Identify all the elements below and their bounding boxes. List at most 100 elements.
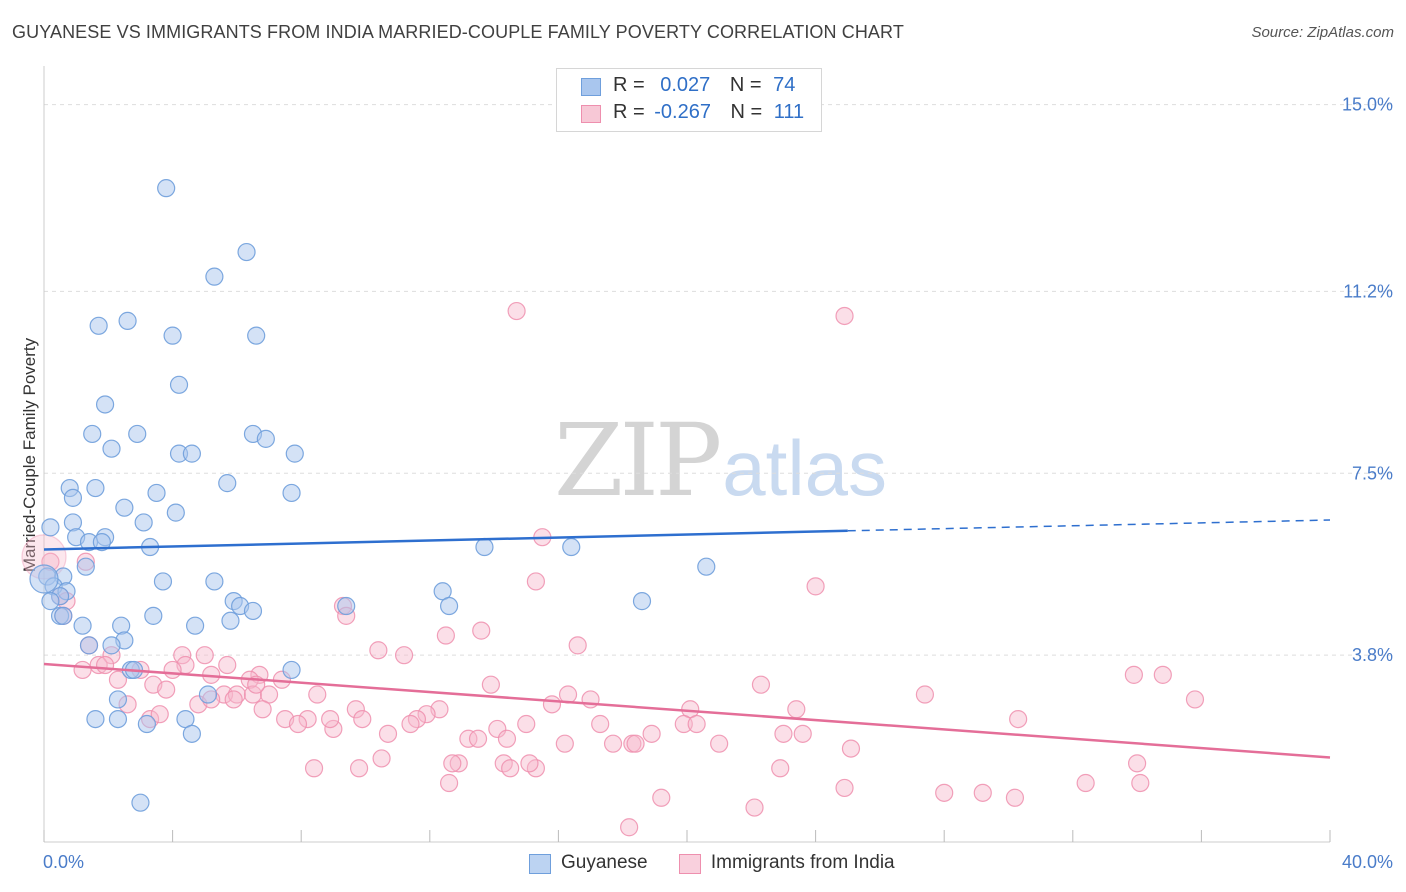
india-point <box>243 685 263 704</box>
india-point <box>372 749 391 768</box>
india-point <box>710 734 729 753</box>
r-label: R = <box>613 101 645 123</box>
india-point <box>349 759 369 778</box>
india-point <box>253 700 272 719</box>
guyanese-swatch <box>581 78 601 96</box>
guyanese-point <box>632 592 652 611</box>
y-tick-label: 7.5% <box>1352 463 1393 483</box>
guyanese-point <box>73 616 92 635</box>
r-label: R = <box>613 74 645 96</box>
guyanese-point <box>186 616 205 635</box>
india-point <box>774 724 793 743</box>
india-point <box>394 646 414 665</box>
guyanese-point <box>112 616 131 635</box>
guyanese-point <box>63 513 83 532</box>
guyanese-point <box>86 709 105 729</box>
guyanese-point <box>205 572 224 591</box>
guyanese-point <box>157 179 176 198</box>
r-value: -0.267 <box>654 101 711 123</box>
india-point <box>526 572 545 591</box>
india-point <box>195 646 214 665</box>
y-tick-label: 11.2% <box>1343 281 1393 301</box>
india-point <box>1127 754 1147 773</box>
y-tick-labels: 3.8% 7.5% 11.2% 15.0% <box>1342 95 1393 666</box>
india-point <box>436 626 455 645</box>
correlation-legend: R = 0.027 N = 74 R = -0.267 N = 111 <box>556 68 822 132</box>
india-point <box>497 729 517 748</box>
india-point <box>449 754 468 773</box>
legend-label-india: Immigrants from India <box>710 852 895 873</box>
india-trend-line <box>43 662 1331 759</box>
guyanese-point <box>54 606 73 625</box>
india-point <box>555 734 574 753</box>
guyanese-point <box>337 596 356 616</box>
trend-lines <box>43 519 1331 759</box>
chart-title: GUYANESE VS IMMIGRANTS FROM INDIA MARRIE… <box>12 22 904 42</box>
india-point <box>468 729 488 748</box>
india-point <box>642 724 661 743</box>
n-value: 74 <box>773 74 796 96</box>
india-point <box>218 655 237 675</box>
legend-item-guyanese: Guyanese <box>529 852 648 874</box>
n-value: 111 <box>773 101 805 123</box>
guyanese-legend-swatch <box>529 854 551 874</box>
india-point <box>488 719 507 739</box>
india-point <box>308 685 327 704</box>
guyanese-point <box>475 537 494 557</box>
legend-label-guyanese: Guyanese <box>561 852 648 873</box>
india-point <box>1076 773 1095 793</box>
watermark: ZIPatlas <box>554 402 887 519</box>
india-point <box>1009 709 1028 729</box>
india-point <box>745 798 764 817</box>
india-point <box>841 739 861 758</box>
india-point <box>157 680 176 699</box>
india-point <box>369 641 388 660</box>
india-point <box>346 700 365 719</box>
india-point <box>507 301 526 321</box>
india-point <box>787 700 806 719</box>
india-point <box>517 714 536 734</box>
guyanese-point <box>153 572 173 591</box>
guyanese-point <box>86 478 105 498</box>
guyanese-point <box>198 685 218 704</box>
india-point <box>353 709 372 729</box>
india-point <box>835 306 854 326</box>
n-label: N = <box>730 101 763 123</box>
watermark-zip: ZIP <box>554 402 722 519</box>
india-point <box>73 660 92 680</box>
guyanese-point <box>63 488 83 507</box>
guyanese-point <box>92 533 111 552</box>
guyanese-point <box>562 537 581 557</box>
guyanese-point <box>108 690 128 709</box>
guyanese-point <box>128 424 147 444</box>
guyanese-point <box>102 636 121 655</box>
india-point <box>591 714 610 734</box>
india-point <box>417 705 436 724</box>
india-point <box>481 675 500 694</box>
india-point <box>603 734 623 753</box>
r-value: 0.027 <box>660 74 711 96</box>
guyanese-point <box>76 557 95 576</box>
guyanese-point <box>237 242 256 262</box>
guyanese-point <box>282 483 301 503</box>
india-point <box>751 675 771 694</box>
guyanese-point <box>182 724 201 743</box>
india-point <box>378 724 398 743</box>
guyanese-point <box>256 429 275 448</box>
india-point <box>401 714 420 734</box>
guyanese-point <box>89 316 108 335</box>
guyanese-trend-extension <box>847 519 1331 532</box>
india-point <box>150 705 169 724</box>
india-point <box>687 714 706 734</box>
grid-lines <box>44 104 1392 656</box>
guyanese-point <box>29 564 59 594</box>
watermark-atlas: atlas <box>722 424 888 512</box>
india-point <box>520 754 539 773</box>
india-point <box>321 709 340 729</box>
guyanese-trend-line <box>43 529 848 551</box>
guyanese-point <box>221 611 240 630</box>
india-point <box>439 773 459 793</box>
india-legend-swatch <box>678 854 701 874</box>
india-point <box>542 695 562 714</box>
